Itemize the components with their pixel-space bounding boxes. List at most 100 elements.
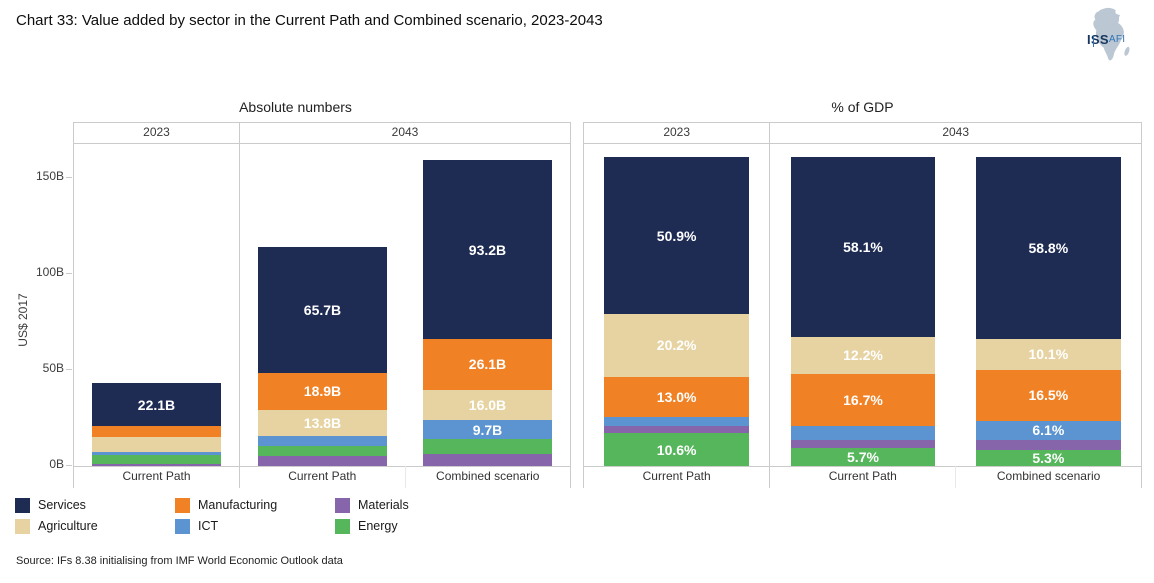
bar-segment-manufacturing: 13.0% <box>604 376 749 417</box>
facet-plot-area: 10.6% 13.0% 20.2% 50.9% <box>584 144 769 466</box>
segment-value-label: 12.2% <box>843 347 883 364</box>
facet-year-label: 2043 <box>240 123 570 144</box>
facet-year-label: 2023 <box>584 123 770 144</box>
stacked-bar-combined-scenario: 5.3% 6.1% 16.5% 10.1% 58.8% <box>976 156 1121 466</box>
chart-title-absolute-numbers: Absolute numbers <box>239 99 352 115</box>
segment-value-label: 13.8B <box>303 414 342 431</box>
segment-value-label: 13.0% <box>656 388 697 405</box>
bar-segment-materials <box>976 439 1121 450</box>
y-tick-mark <box>66 465 72 466</box>
facet-year-label: 2023 <box>74 123 239 144</box>
page-title: Chart 33: Value added by sector in the C… <box>16 12 603 29</box>
segment-value-label: 58.8% <box>1028 239 1069 256</box>
category-label-row: Current Path Current Path Combined scenari… <box>73 466 571 488</box>
bar-cell: 9.7B 16.0B 26.1B 93.2B <box>405 144 570 466</box>
segment-value-label: 58.1% <box>843 238 883 255</box>
bar-segment-ict <box>790 425 936 441</box>
segment-value-label: 9.7B <box>472 421 503 438</box>
bar-segment-agriculture <box>92 436 221 452</box>
segment-value-label: 6.1% <box>1032 422 1065 439</box>
chart-title-percent-gdp: % of GDP <box>831 99 894 115</box>
legend-label: Energy <box>358 519 398 533</box>
bar-segment-materials <box>604 426 749 434</box>
bar-cell: 10.6% 13.0% 20.2% 50.9% <box>584 144 769 466</box>
legend-label: Agriculture <box>38 519 98 533</box>
bar-segment-ict: 9.7B <box>423 420 552 439</box>
facet-year-label: 2043 <box>770 123 1141 144</box>
stacked-bar-current-path: 22.1B <box>92 383 221 466</box>
label-facet: Current Path <box>74 466 239 488</box>
y-tick-mark <box>66 176 72 178</box>
bar-segment-services: 65.7B <box>258 246 387 374</box>
bar-segment-agriculture: 20.2% <box>604 314 749 377</box>
segment-value-label: 16.5% <box>1028 387 1069 404</box>
category-label: Combined scenario <box>955 466 1141 488</box>
logo-divider <box>1093 36 1095 47</box>
bar-segment-ict <box>92 451 221 455</box>
bar-segment-manufacturing: 16.7% <box>790 374 936 426</box>
chart-panel: 2023 10.6% 13.0% 20.2% 50.9% 2043 5.7% 16.7% 12.… <box>583 122 1142 467</box>
facet-plot-area: 13.8B 18.9B 65.7B 9.7B 16.0B 26.1B 93.2B <box>240 144 570 466</box>
y-tick-mark <box>66 272 72 274</box>
legend-label: Services <box>38 498 86 512</box>
bar-segment-materials <box>423 454 552 466</box>
y-tick-label: 100B <box>35 264 64 279</box>
legend-item-services: Services <box>15 495 175 515</box>
category-label: Current Path <box>828 469 897 483</box>
bar-segment-services: 93.2B <box>423 160 552 340</box>
category-label: Current Path <box>642 469 711 483</box>
legend-swatch-agriculture <box>15 518 30 534</box>
bar-cell: 5.3% 6.1% 16.5% 10.1% 58.8% <box>956 144 1141 466</box>
bar-segment-ict: 6.1% <box>976 420 1121 440</box>
bar-segment-agriculture: 10.1% <box>976 338 1121 370</box>
source-note: Source: IFs 8.38 initialising from IMF W… <box>16 555 343 567</box>
bar-segment-materials <box>790 440 936 449</box>
y-tick-mark <box>66 368 72 370</box>
y-tick-label: 0B <box>49 457 64 471</box>
bar-cell: 22.1B <box>74 144 239 466</box>
label-facet: Current Path Combined scenario <box>239 466 570 488</box>
segment-value-label: 16.7% <box>843 392 883 409</box>
legend-item-manufacturing: Manufacturing <box>175 495 335 515</box>
chart-panel: 2023 22.1B 2043 13.8B 18.9B 65.7B 9.7B 16.0B 26.… <box>73 122 571 467</box>
bar-segment-services: 22.1B <box>92 383 221 426</box>
category-label: Current Path <box>122 469 191 483</box>
legend-swatch-services <box>15 497 30 513</box>
facet-2023: 2023 22.1B <box>74 123 239 466</box>
bar-segment-energy: 5.7% <box>790 448 936 466</box>
y-tick-label: 150B <box>35 168 64 183</box>
stacked-bar-combined-scenario: 9.7B 16.0B 26.1B 93.2B <box>423 160 552 466</box>
segment-value-label: 5.3% <box>1032 449 1065 466</box>
facet-2043: 2043 5.7% 16.7% 12.2% 58.1% 5.3% 6.1% 16.5% 10.1… <box>769 123 1141 466</box>
segment-value-label: 65.7B <box>303 302 342 319</box>
legend-label: Materials <box>358 498 409 512</box>
logo-iss-label: ISS <box>1087 32 1109 47</box>
facet-2043: 2043 13.8B 18.9B 65.7B 9.7B 16.0B 26.1B 93.2B <box>239 123 570 466</box>
legend-swatch-materials <box>335 497 350 513</box>
segment-value-label: 26.1B <box>468 356 507 373</box>
facet-plot-area: 5.7% 16.7% 12.2% 58.1% 5.3% 6.1% 16.5% 10.1% 58.… <box>770 144 1141 466</box>
legend-item-agriculture: Agriculture <box>15 516 175 536</box>
segment-value-label: 22.1B <box>137 396 176 413</box>
facet-plot-area: 22.1B <box>74 144 239 466</box>
legend-item-materials: Materials <box>335 495 495 515</box>
bar-segment-agriculture: 13.8B <box>258 409 387 436</box>
label-facet: Current Path <box>584 466 769 488</box>
bar-segment-materials <box>92 463 221 466</box>
bar-segment-energy: 5.3% <box>976 449 1121 466</box>
segment-value-label: 5.7% <box>847 449 879 466</box>
category-label: Current Path <box>288 469 357 483</box>
y-tick-label: 50B <box>42 360 64 375</box>
legend-label: Manufacturing <box>198 498 278 512</box>
segment-value-label: 18.9B <box>303 383 342 400</box>
y-axis-title: US$ 2017 <box>16 293 30 347</box>
bar-segment-services: 58.8% <box>976 156 1121 339</box>
bar-segment-manufacturing <box>92 425 221 437</box>
segment-value-label: 93.2B <box>468 241 507 258</box>
bar-segment-agriculture: 16.0B <box>423 389 552 421</box>
bar-segment-manufacturing: 16.5% <box>976 369 1121 421</box>
facet-2023: 2023 10.6% 13.0% 20.2% 50.9% <box>584 123 770 466</box>
category-label-row: Current Path Current Path Combined scenari… <box>583 466 1142 488</box>
logo-afi-label: AFI <box>1108 34 1126 45</box>
